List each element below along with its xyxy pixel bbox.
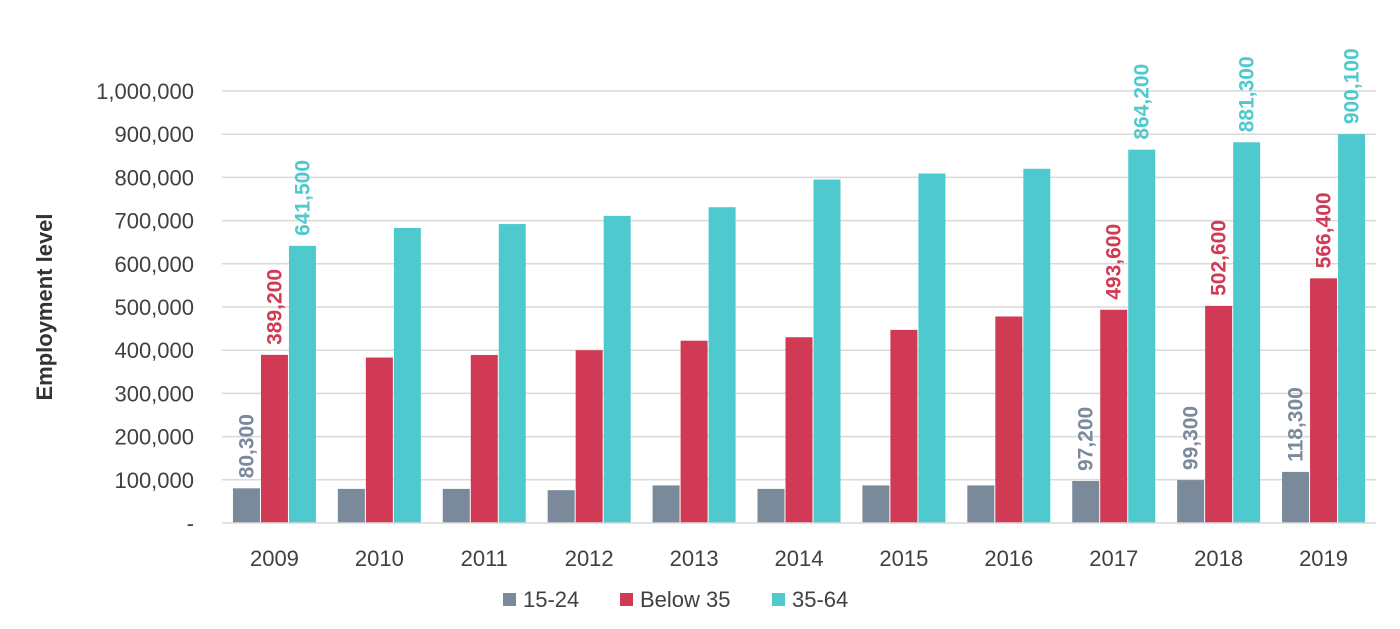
x-tick-label: 2013	[670, 546, 719, 571]
bar-35-64	[918, 173, 946, 523]
bar-35-64	[498, 224, 526, 523]
data-label: 118,300	[1285, 387, 1308, 462]
data-label: 641,500	[291, 160, 314, 236]
y-tick-label: 500,000	[114, 295, 194, 320]
bar-15-24	[1177, 480, 1205, 523]
bar-35-64	[708, 207, 736, 523]
legend-label: Below 35	[640, 587, 731, 612]
data-label: 389,200	[263, 269, 286, 345]
bar-below-35	[680, 340, 708, 523]
x-tick-label: 2014	[775, 546, 824, 571]
data-label: 80,300	[235, 414, 258, 478]
bar-35-64	[288, 245, 316, 523]
bar-below-35	[365, 357, 393, 523]
bar-15-24	[757, 488, 785, 523]
data-label: 881,300	[1236, 56, 1259, 132]
bar-15-24	[967, 485, 995, 523]
legend-swatch	[772, 593, 785, 606]
legend-label: 15-24	[523, 587, 579, 612]
data-label: 502,600	[1208, 220, 1231, 296]
legend-swatch	[503, 593, 516, 606]
legend-swatch	[620, 593, 633, 606]
bar-below-35	[785, 337, 813, 523]
bars	[232, 134, 1366, 524]
x-tick-label: 2016	[984, 546, 1033, 571]
bar-15-24	[1072, 481, 1100, 523]
data-label: 566,400	[1313, 192, 1336, 268]
data-label: 900,100	[1341, 48, 1364, 124]
y-tick-label: -	[187, 511, 194, 536]
bar-35-64	[1233, 142, 1261, 524]
data-label: 493,600	[1103, 224, 1126, 300]
y-tick-label: 100,000	[114, 468, 194, 493]
y-tick-label: 1,000,000	[96, 79, 194, 104]
x-tick-label: 2012	[565, 546, 614, 571]
axes: - 100,000 200,000 300,000 400,000 500,000 600,…	[96, 79, 1376, 571]
x-tick-label: 2018	[1194, 546, 1243, 571]
bar-below-35	[575, 350, 603, 523]
bar-35-64	[1023, 168, 1051, 523]
legend-label: 35-64	[792, 587, 848, 612]
bar-below-35	[260, 354, 288, 523]
bar-15-24	[547, 490, 575, 523]
bar-below-35	[890, 329, 918, 523]
y-tick-label: 200,000	[114, 425, 194, 450]
y-tick-label: 300,000	[114, 381, 194, 406]
bar-35-64	[603, 215, 631, 523]
bar-15-24	[652, 485, 680, 523]
y-axis-label: Employment level	[32, 213, 57, 400]
data-label: 99,300	[1180, 406, 1203, 470]
bar-15-24	[232, 488, 260, 523]
x-tick-label: 2010	[355, 546, 404, 571]
bar-15-24	[862, 485, 890, 523]
bar-below-35	[470, 354, 498, 523]
y-tick-label: 600,000	[114, 252, 194, 277]
data-label: 97,200	[1075, 407, 1098, 471]
bar-below-35	[995, 316, 1023, 523]
y-tick-label: 800,000	[114, 165, 194, 190]
bar-15-24	[1282, 471, 1310, 523]
bar-35-64	[393, 227, 421, 523]
y-tick-label: 900,000	[114, 122, 194, 147]
x-tick-label: 2017	[1089, 546, 1138, 571]
bar-35-64	[1128, 149, 1156, 524]
x-tick-label: 2009	[250, 546, 299, 571]
bar-below-35	[1310, 278, 1338, 523]
bar-15-24	[337, 488, 365, 523]
x-tick-label: 2015	[879, 546, 928, 571]
x-tick-label: 2011	[461, 546, 508, 571]
data-label: 864,200	[1131, 64, 1154, 140]
bar-35-64	[1338, 134, 1366, 523]
y-tick-label: 700,000	[114, 209, 194, 234]
bar-15-24	[442, 488, 470, 523]
data-labels: 80,300 389,200 641,500 97,200 493,600 864,200…	[235, 48, 1363, 478]
x-tick-label: 2019	[1299, 546, 1348, 571]
bar-below-35	[1205, 305, 1233, 523]
legend: 15-24 Below 35 35-64	[503, 587, 848, 612]
y-tick-label: 400,000	[114, 338, 194, 363]
bar-below-35	[1100, 309, 1128, 523]
bar-35-64	[813, 179, 841, 523]
